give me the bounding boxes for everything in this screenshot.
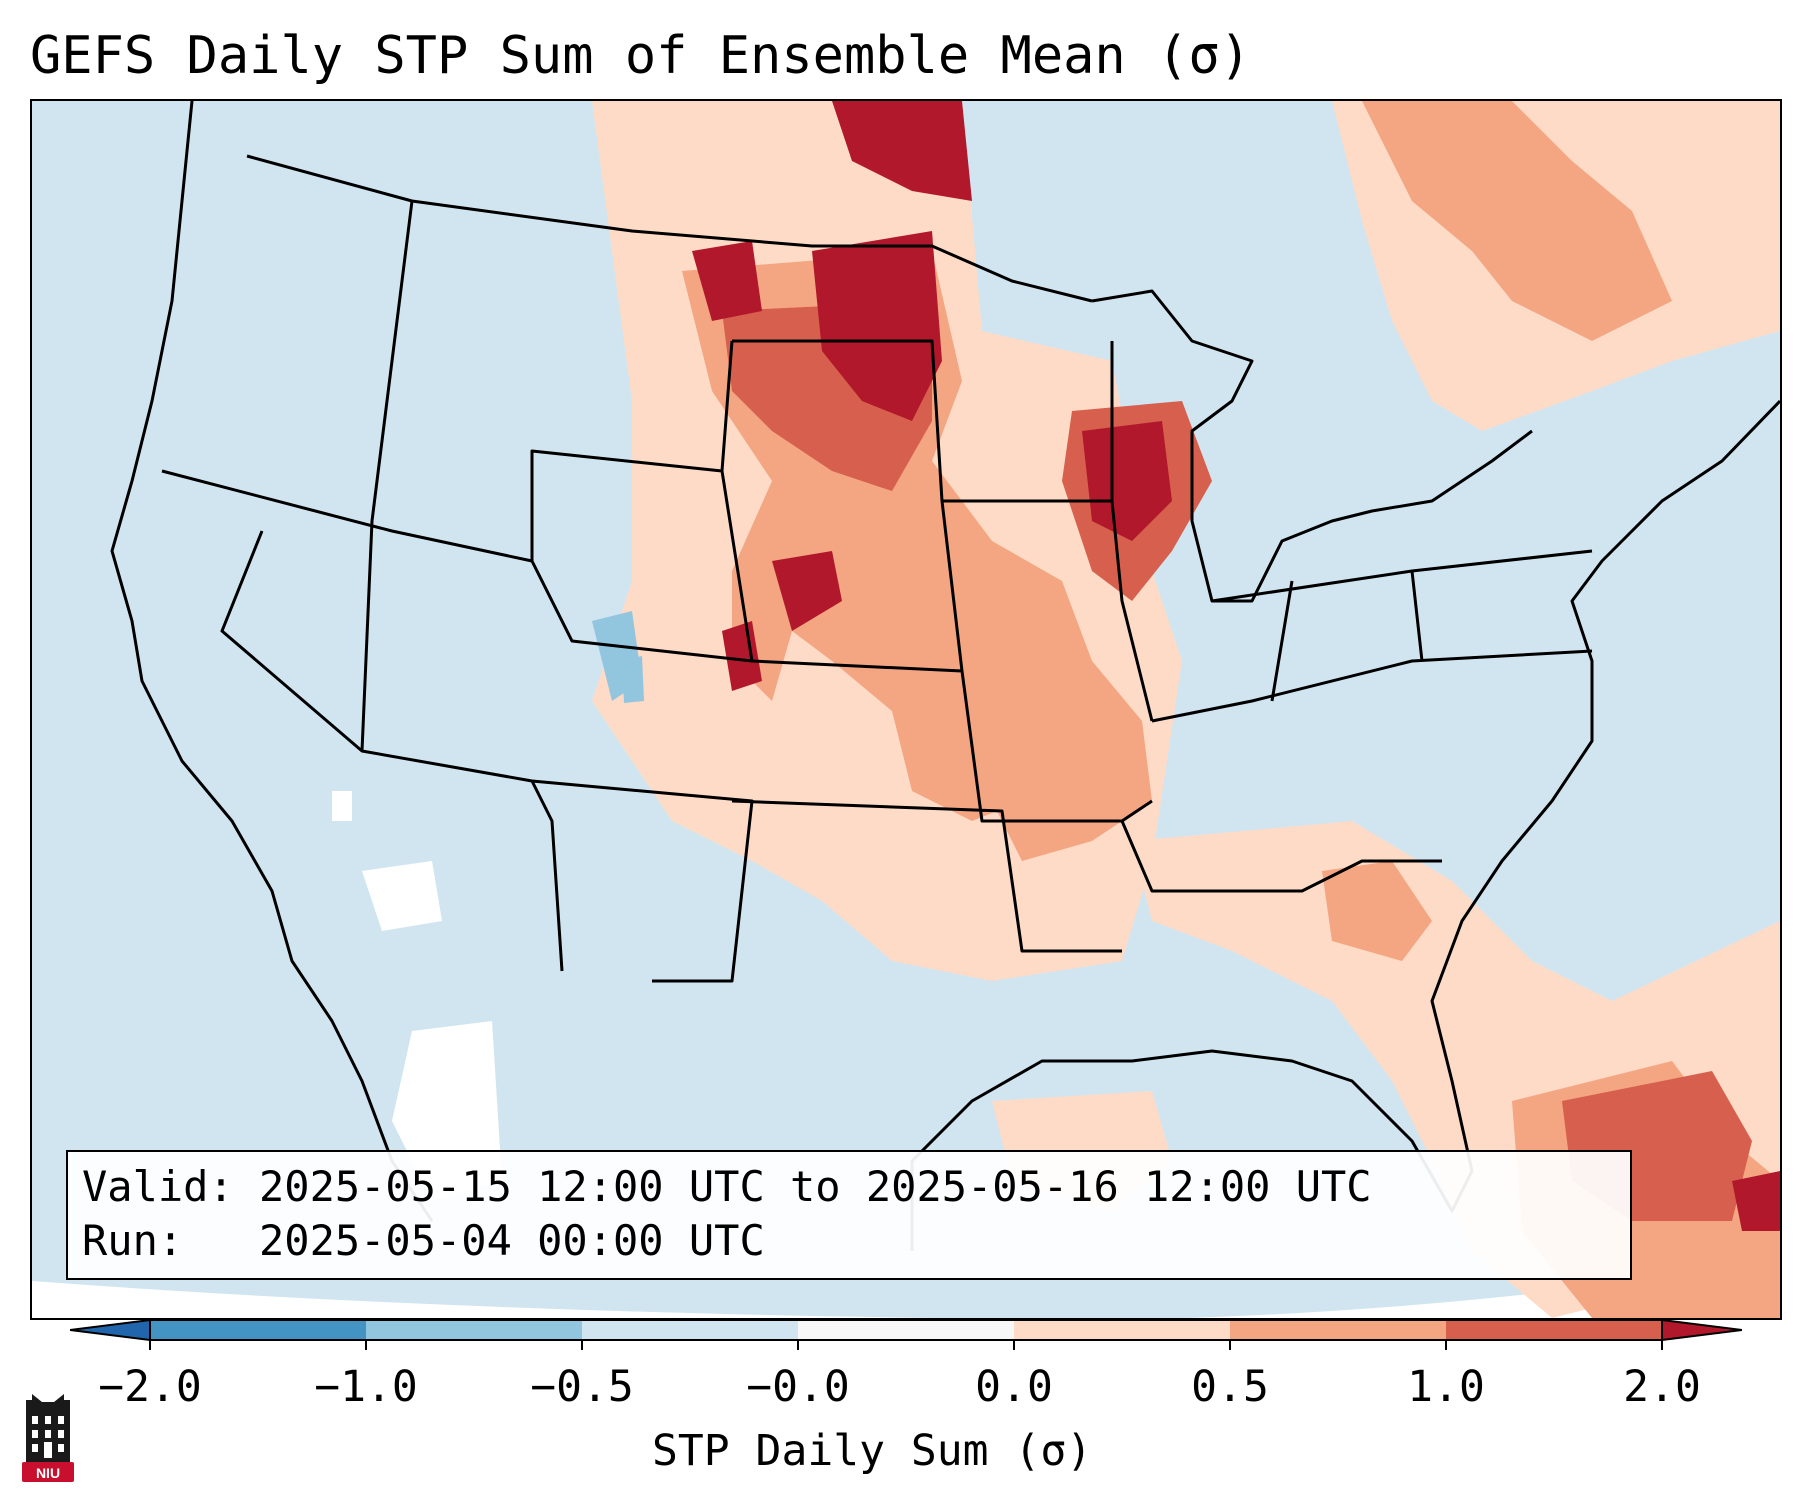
field-neg-arizona [362,861,442,931]
colorbar-bin [150,1320,367,1340]
colorbar-tick-label: −1.0 [314,1362,418,1412]
state-lines-west [161,200,754,983]
field-high-kansas [722,621,762,691]
colorbar-tick-label: −0.0 [746,1362,850,1412]
anomaly-field [332,101,1780,1318]
colorbar-bin [798,1320,1015,1340]
colorbar-outline [149,1319,1663,1341]
field-high-dakota [812,231,942,421]
field-high-nebraska [772,551,842,631]
valid-run-info-box: Valid: 2025-05-15 12:00 UTC to 2025-05-1… [66,1150,1632,1280]
field-high-wisconsin [1082,421,1172,541]
colorbar-tick-label: 2.0 [1623,1362,1701,1412]
colorbar-bin [366,1320,583,1340]
west-coast [110,101,434,1222]
niu-logo-icon: NIU [22,1394,74,1482]
field-mod-central [992,661,1152,861]
colorbar-tick-label: −2.0 [98,1362,202,1412]
colorbar-bin [1230,1320,1447,1340]
state-lines-east [1120,549,1593,893]
colorbar-svg [69,1318,1743,1350]
colorbar-bin [1446,1320,1663,1340]
field-high-manitoba [832,101,972,201]
colorbar-tick-label: 0.5 [1191,1362,1269,1412]
valid-time-text: Valid: 2025-05-15 12:00 UTC to 2025-05-1… [82,1162,1372,1211]
colorbar-tick-label: 0.0 [975,1362,1053,1412]
run-time-text: Run: 2025-05-04 00:00 UTC [82,1216,765,1265]
field-high-bahamas [1732,1171,1780,1231]
colorbar-bin [1014,1320,1231,1340]
colorbar [69,1318,1743,1354]
state-lines-central [731,339,1154,953]
field-neg-sw [332,791,352,821]
colorbar-extend-high [1661,1318,1743,1342]
borders [110,101,1780,1251]
niu-logo-text: NIU [36,1465,60,1481]
field-mod-northeast [1362,101,1672,341]
colorbar-bins [69,1318,1743,1350]
colorbar-tick-label: 1.0 [1407,1362,1485,1412]
colorbar-extend-low [69,1318,151,1342]
colorbar-tick-label: −0.5 [530,1362,634,1412]
map-canvas [32,101,1780,1318]
chart-title: GEFS Daily STP Sum of Ensemble Mean (σ) [30,26,1251,86]
field-neg-colorado-2 [622,656,644,703]
field-high-montana [692,241,762,321]
niu-logo: NIU [20,1392,76,1484]
gulf-coast [910,399,1780,1251]
field-mod-southeast [1322,861,1432,961]
colorbar-bin [582,1320,799,1340]
colorbar-label: STP Daily Sum (σ) [652,1426,1093,1476]
map-panel [30,99,1782,1320]
